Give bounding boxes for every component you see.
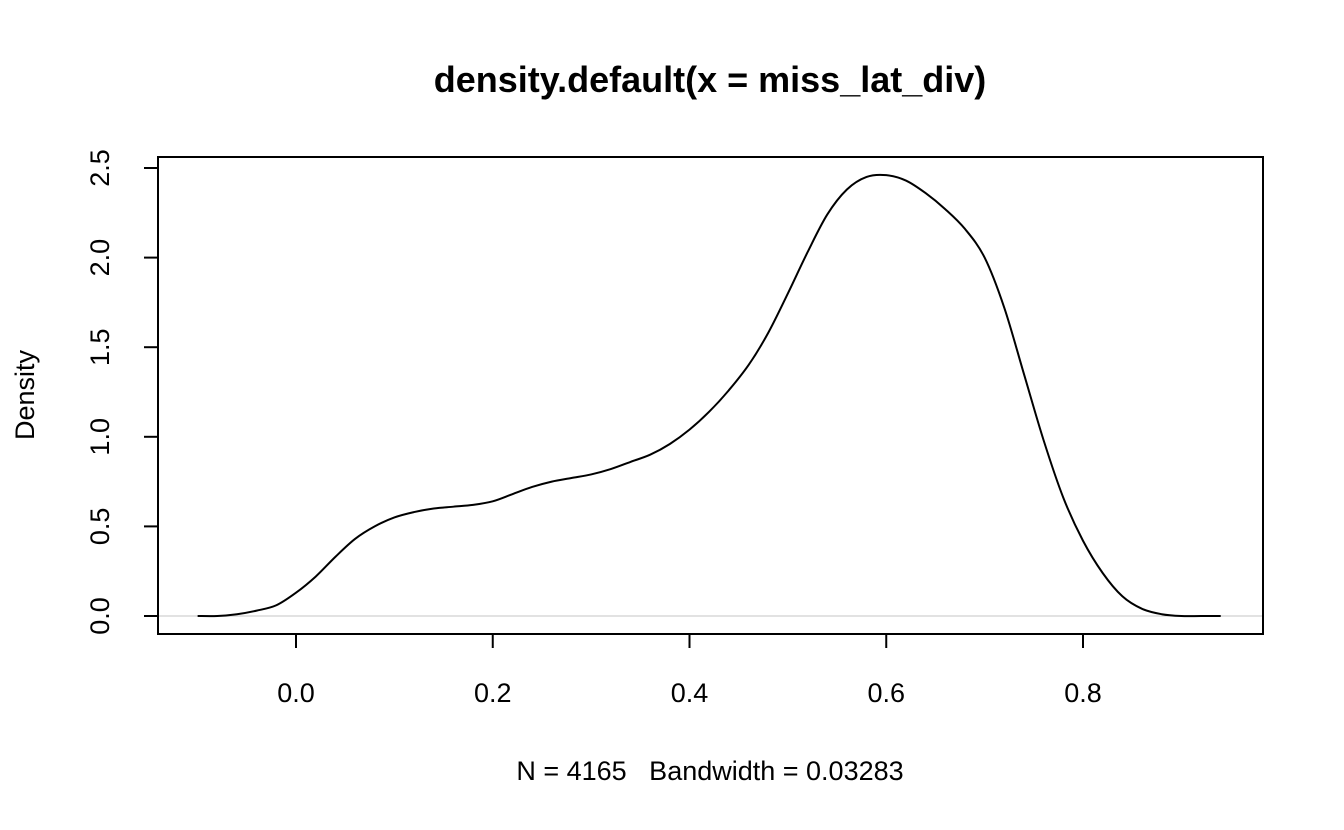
y-axis-label: Density [10,349,40,440]
chart-subtitle: N = 4165 Bandwidth = 0.03283 [516,756,903,786]
plot-frame [157,156,1264,635]
x-axis: 0.0 0.2 0.4 0.6 0.8 [277,633,1102,708]
y-tick-label: 0.0 [85,597,115,635]
x-tick-label: 0.8 [1064,678,1102,708]
y-tick-label: 0.5 [85,508,115,546]
x-tick-label: 0.2 [474,678,512,708]
y-tick-label: 1.0 [85,418,115,456]
x-tick-label: 0.6 [867,678,905,708]
y-tick-label: 2.5 [85,149,115,187]
x-tick-label: 0.0 [277,678,315,708]
y-tick-label: 1.5 [85,328,115,366]
y-tick-label: 2.0 [85,239,115,277]
y-axis: 0.0 0.5 1.0 1.5 2.0 2.5 [85,149,159,635]
x-tick-label: 0.4 [671,678,709,708]
chart-title: density.default(x = miss_lat_div) [434,59,987,100]
density-curve [197,173,1221,618]
